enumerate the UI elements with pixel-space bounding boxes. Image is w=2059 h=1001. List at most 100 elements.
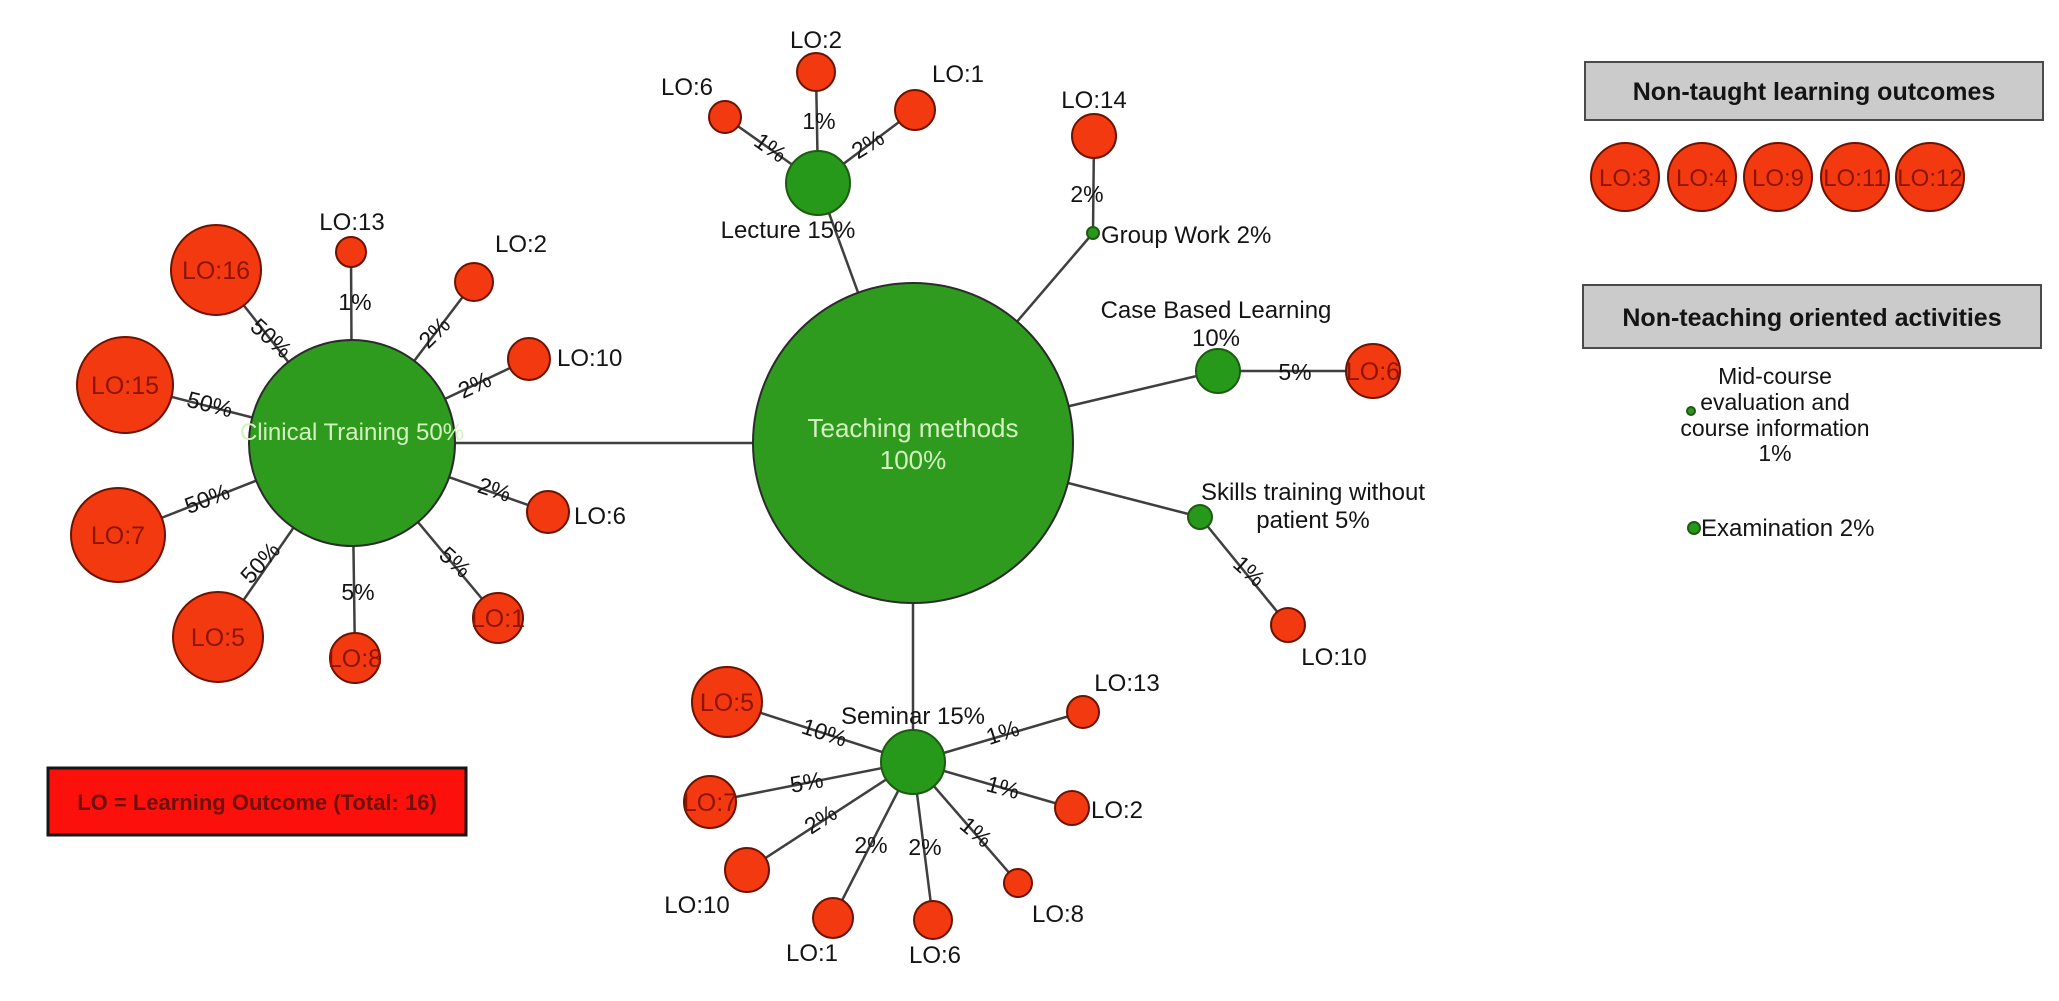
node-nontaught-lo9	[1743, 142, 1813, 212]
nontaught-lo9-label: LO:9	[1752, 165, 1804, 192]
lecture-lo2-pct: 1%	[802, 108, 835, 134]
non-teaching-header-box	[1582, 284, 2042, 349]
midcourse-line3: course information	[1680, 415, 1869, 441]
clinical-lo8-label: LO:8	[328, 645, 382, 673]
edge-seminar-lo10	[746, 760, 914, 872]
node-lecture-lo1	[894, 89, 936, 131]
examination-dot	[1687, 521, 1701, 535]
clinical-lo5-label: LO:5	[191, 624, 245, 652]
edge-seminar-lo7	[709, 760, 914, 804]
node-clinical-lo13	[335, 236, 367, 268]
seminar-label: Seminar 15%	[841, 703, 985, 730]
seminar-lo2-label: LO:2	[1091, 797, 1143, 824]
node-nontaught-lo3	[1590, 142, 1660, 212]
teaching-methods-pct: 100%	[880, 445, 947, 475]
node-clinical-lo1	[472, 592, 524, 644]
non-teaching-header-title: Non-teaching oriented activities	[1622, 304, 2001, 332]
clinical-lo10-pct: 2%	[454, 366, 495, 404]
node-nontaught-lo12	[1895, 142, 1965, 212]
node-clinical-lo8	[329, 632, 381, 684]
node-skills-lo10	[1270, 607, 1306, 643]
teaching-methods-label: Teaching methods	[807, 413, 1018, 443]
clinical-lo16-pct: 50%	[246, 313, 298, 363]
lecture-lo2-label: LO:2	[790, 27, 842, 54]
clinical-lo7-pct: 50%	[181, 478, 233, 519]
lecture-lo6-label: LO:6	[661, 74, 713, 101]
node-nontaught-lo4	[1667, 142, 1737, 212]
node-clinical-lo2	[454, 262, 494, 302]
node-seminar-lo7	[683, 775, 737, 829]
node-seminar-lo1	[812, 897, 854, 939]
nontaught-lo4-label: LO:4	[1676, 165, 1728, 192]
midcourse-line4: 1%	[1758, 440, 1791, 466]
clinical-lo10-label: LO:10	[557, 345, 622, 372]
node-lecture-lo6	[708, 100, 742, 134]
clinical-lo2-label: LO:2	[495, 231, 547, 258]
seminar-lo1-label: LO:1	[786, 940, 838, 967]
node-teaching-methods	[752, 282, 1074, 604]
group-work-label: Group Work 2%	[1101, 222, 1271, 249]
node-seminar-lo5	[691, 666, 763, 738]
seminar-lo1-pct: 2%	[854, 832, 887, 858]
examination-label: Examination 2%	[1701, 515, 1874, 542]
node-clinical-lo10	[507, 337, 551, 381]
node-seminar-lo10	[724, 847, 770, 893]
clinical-lo6-pct: 2%	[475, 472, 515, 507]
seminar-lo6-pct: 2%	[908, 834, 941, 860]
clinical-lo13-pct: 1%	[338, 289, 371, 315]
node-seminar-lo2	[1054, 790, 1090, 826]
seminar-lo2-pct: 1%	[984, 770, 1023, 804]
seminar-lo10-label: LO:10	[664, 892, 729, 919]
clinical-training-label: Clinical Training 50%	[240, 419, 464, 446]
seminar-lo13-label: LO:13	[1094, 670, 1159, 697]
node-lecture	[785, 150, 851, 216]
clinical-lo8-pct: 5%	[341, 579, 374, 605]
node-casebased-lo6	[1345, 343, 1401, 399]
node-clinical-lo5	[172, 591, 264, 683]
node-seminar-lo6	[913, 900, 953, 940]
legend-box	[46, 766, 468, 837]
seminar-lo7-label: LO:7	[683, 789, 737, 817]
node-clinical-training	[248, 339, 456, 547]
skills-lo10-label: LO:10	[1301, 644, 1366, 671]
midcourse-line1: Mid-course	[1718, 363, 1832, 389]
node-groupwork-lo14	[1071, 113, 1117, 159]
edge-skills-lo10	[1199, 516, 1289, 626]
node-clinical-lo7	[70, 487, 166, 583]
lecture-label: Lecture 15%	[721, 217, 856, 244]
casebased-lo6-pct: 5%	[1278, 359, 1311, 385]
groupwork-lo14-pct: 2%	[1070, 181, 1103, 207]
seminar-lo5-label: LO:5	[700, 689, 754, 717]
skills-lo10-pct: 1%	[1228, 550, 1270, 592]
skills-label-line2: patient 5%	[1256, 507, 1369, 534]
lecture-lo6-pct: 1%	[750, 127, 792, 167]
skills-label-line1: Skills training without	[1201, 479, 1425, 506]
legend: LO = Learning Outcome (Total: 16)	[46, 766, 468, 837]
clinical-lo6-label: LO:6	[574, 503, 626, 530]
clinical-lo13-label: LO:13	[319, 209, 384, 236]
clinical-lo15-pct: 50%	[184, 386, 235, 422]
lecture-lo1-label: LO:1	[932, 61, 984, 88]
case-based-pct: 10%	[1192, 325, 1240, 352]
node-seminar-lo13	[1066, 695, 1100, 729]
non-taught-header-title: Non-taught learning outcomes	[1633, 78, 1996, 106]
node-clinical-lo16	[170, 224, 262, 316]
panel-non-teaching: Non-teaching oriented activities Mid-cou…	[1582, 284, 2042, 542]
seminar-lo6-label: LO:6	[909, 942, 961, 969]
nontaught-lo11-label: LO:11	[1823, 165, 1887, 192]
node-case-based-learning	[1195, 348, 1241, 394]
clinical-lo7-label: LO:7	[91, 522, 145, 550]
seminar-lo13-pct: 1%	[983, 715, 1023, 750]
node-lecture-lo2	[796, 52, 836, 92]
case-based-label: Case Based Learning	[1101, 297, 1332, 324]
groupwork-lo14-label: LO:14	[1061, 87, 1126, 114]
node-clinical-lo6	[526, 490, 570, 534]
nodes	[70, 52, 1401, 940]
clinical-lo2-pct: 2%	[413, 311, 455, 353]
node-nontaught-lo11	[1820, 142, 1890, 212]
clinical-lo5-pct: 50%	[235, 537, 285, 589]
casebased-lo6-label: LO:6	[1346, 358, 1400, 386]
seminar-lo8-label: LO:8	[1032, 901, 1084, 928]
